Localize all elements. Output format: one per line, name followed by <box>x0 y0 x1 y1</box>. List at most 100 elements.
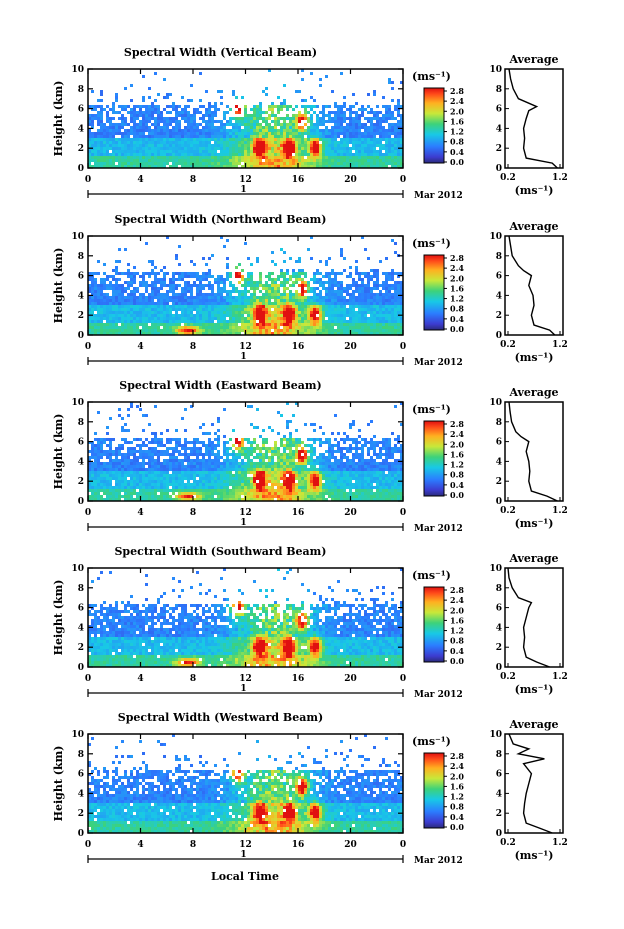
x-tick-label: 20 <box>344 342 357 352</box>
heatmap-cells <box>88 734 403 833</box>
heatmap-cells <box>88 69 403 168</box>
x-tick-label: 0 <box>400 674 406 684</box>
y-tick-label: 6 <box>78 105 84 115</box>
colorbar-tick-label: 1.6 <box>450 283 464 293</box>
x-tick-label: 20 <box>344 840 357 850</box>
x-tick-label: 0 <box>400 508 406 518</box>
y-tick-label: 4 <box>78 124 84 134</box>
y-axis-label: Height (km) <box>52 248 65 324</box>
profile-y-tick-label: 8 <box>496 85 502 95</box>
day-marker: 1 <box>240 352 246 362</box>
y-tick-label: 2 <box>78 144 84 154</box>
y-tick-label: 0 <box>78 497 84 507</box>
y-axis-label: Height (km) <box>52 580 65 656</box>
y-tick-label: 6 <box>78 438 84 448</box>
profile-line <box>508 68 558 169</box>
profile-y-tick-label: 10 <box>489 232 502 242</box>
y-tick-label: 10 <box>71 232 84 242</box>
colorbar-tick-label: 2.8 <box>450 86 464 96</box>
profile-title: Average <box>508 53 558 66</box>
x-tick-label: 20 <box>344 508 357 518</box>
x-tick-label: 12 <box>239 508 252 518</box>
profile-title: Average <box>508 552 558 565</box>
y-tick-label: 2 <box>78 643 84 653</box>
colorbar-tick-label: 2.8 <box>450 419 464 429</box>
colorbar-tick-label: 2.4 <box>450 595 464 605</box>
y-tick-label: 10 <box>71 65 84 75</box>
colorbar-tick-label: 0.0 <box>450 157 464 167</box>
profile-line <box>508 235 556 336</box>
y-tick-label: 10 <box>71 398 84 408</box>
colorbar-tick-label: 0.8 <box>450 304 464 314</box>
y-tick-label: 0 <box>78 829 84 839</box>
x-tick-label: 4 <box>137 342 143 352</box>
colorbar-tick-label: 1.2 <box>450 792 464 802</box>
profile-y-tick-label: 8 <box>496 252 502 262</box>
profile-line <box>508 401 558 502</box>
date-label: Mar 2012 <box>414 191 463 201</box>
x-tick-label: 20 <box>344 175 357 185</box>
y-tick-label: 2 <box>78 477 84 487</box>
colorbar-tick-label: 1.6 <box>450 615 464 625</box>
heatmap-cells <box>88 236 403 335</box>
y-tick-label: 8 <box>78 252 84 262</box>
y-tick-label: 2 <box>78 809 84 819</box>
day-marker: 1 <box>240 850 246 860</box>
y-axis-label: Height (km) <box>52 81 65 157</box>
y-tick-label: 0 <box>78 331 84 341</box>
profile-x-tick-label: 1.2 <box>552 340 568 350</box>
colorbar-tick-label: 2.8 <box>450 253 464 263</box>
y-tick-label: 10 <box>71 730 84 740</box>
profile-y-tick-label: 0 <box>496 663 502 673</box>
profile-frame <box>504 68 564 169</box>
profile-y-tick-label: 2 <box>496 643 502 653</box>
profile-y-tick-label: 4 <box>496 291 502 301</box>
date-label: Mar 2012 <box>414 358 463 368</box>
x-tick-label: 16 <box>292 342 305 352</box>
y-tick-label: 4 <box>78 623 84 633</box>
x-tick-label: 12 <box>239 175 252 185</box>
colorbar-tick-label: 0.0 <box>450 656 464 666</box>
profile-y-tick-label: 2 <box>496 477 502 487</box>
profile-x-tick-label: 0.2 <box>500 173 516 183</box>
profile-y-tick-label: 8 <box>496 418 502 428</box>
x-tick-label: 0 <box>85 508 91 518</box>
y-axis-label: Height (km) <box>52 414 65 490</box>
profile-frame <box>504 235 564 336</box>
colorbar-tick-label: 0.4 <box>450 147 464 157</box>
colorbar-tick-label: 2.0 <box>450 439 464 449</box>
y-tick-label: 4 <box>78 457 84 467</box>
colorbar-tick-label: 0.8 <box>450 802 464 812</box>
colorbar-tick-label: 2.0 <box>450 273 464 283</box>
profile-x-tick-label: 0.2 <box>500 838 516 848</box>
profile-x-label: (ms⁻¹) <box>515 683 554 696</box>
x-tick-label: 4 <box>137 175 143 185</box>
profile-line <box>508 733 553 834</box>
colorbar-tick-label: 1.6 <box>450 449 464 459</box>
profile-y-tick-label: 4 <box>496 124 502 134</box>
profile-y-tick-label: 4 <box>496 457 502 467</box>
colorbar <box>423 420 445 497</box>
profile-x-tick-label: 1.2 <box>552 672 568 682</box>
profile-y-tick-label: 6 <box>496 272 502 282</box>
y-tick-label: 6 <box>78 604 84 614</box>
profile-frame <box>504 567 564 668</box>
profile-line <box>507 567 550 668</box>
y-tick-label: 10 <box>71 564 84 574</box>
date-label: Mar 2012 <box>414 856 463 866</box>
colorbar-tick-label: 0.8 <box>450 137 464 147</box>
x-tick-label: 8 <box>190 175 196 185</box>
x-tick-label: 8 <box>190 342 196 352</box>
profile-x-tick-label: 1.2 <box>552 173 568 183</box>
profile-y-tick-label: 6 <box>496 770 502 780</box>
colorbar-tick-label: 0.0 <box>450 324 464 334</box>
profile-y-tick-label: 2 <box>496 809 502 819</box>
colorbar-tick-label: 2.0 <box>450 605 464 615</box>
y-tick-label: 0 <box>78 164 84 174</box>
y-tick-label: 2 <box>78 311 84 321</box>
colorbar-tick-label: 0.4 <box>450 480 464 490</box>
